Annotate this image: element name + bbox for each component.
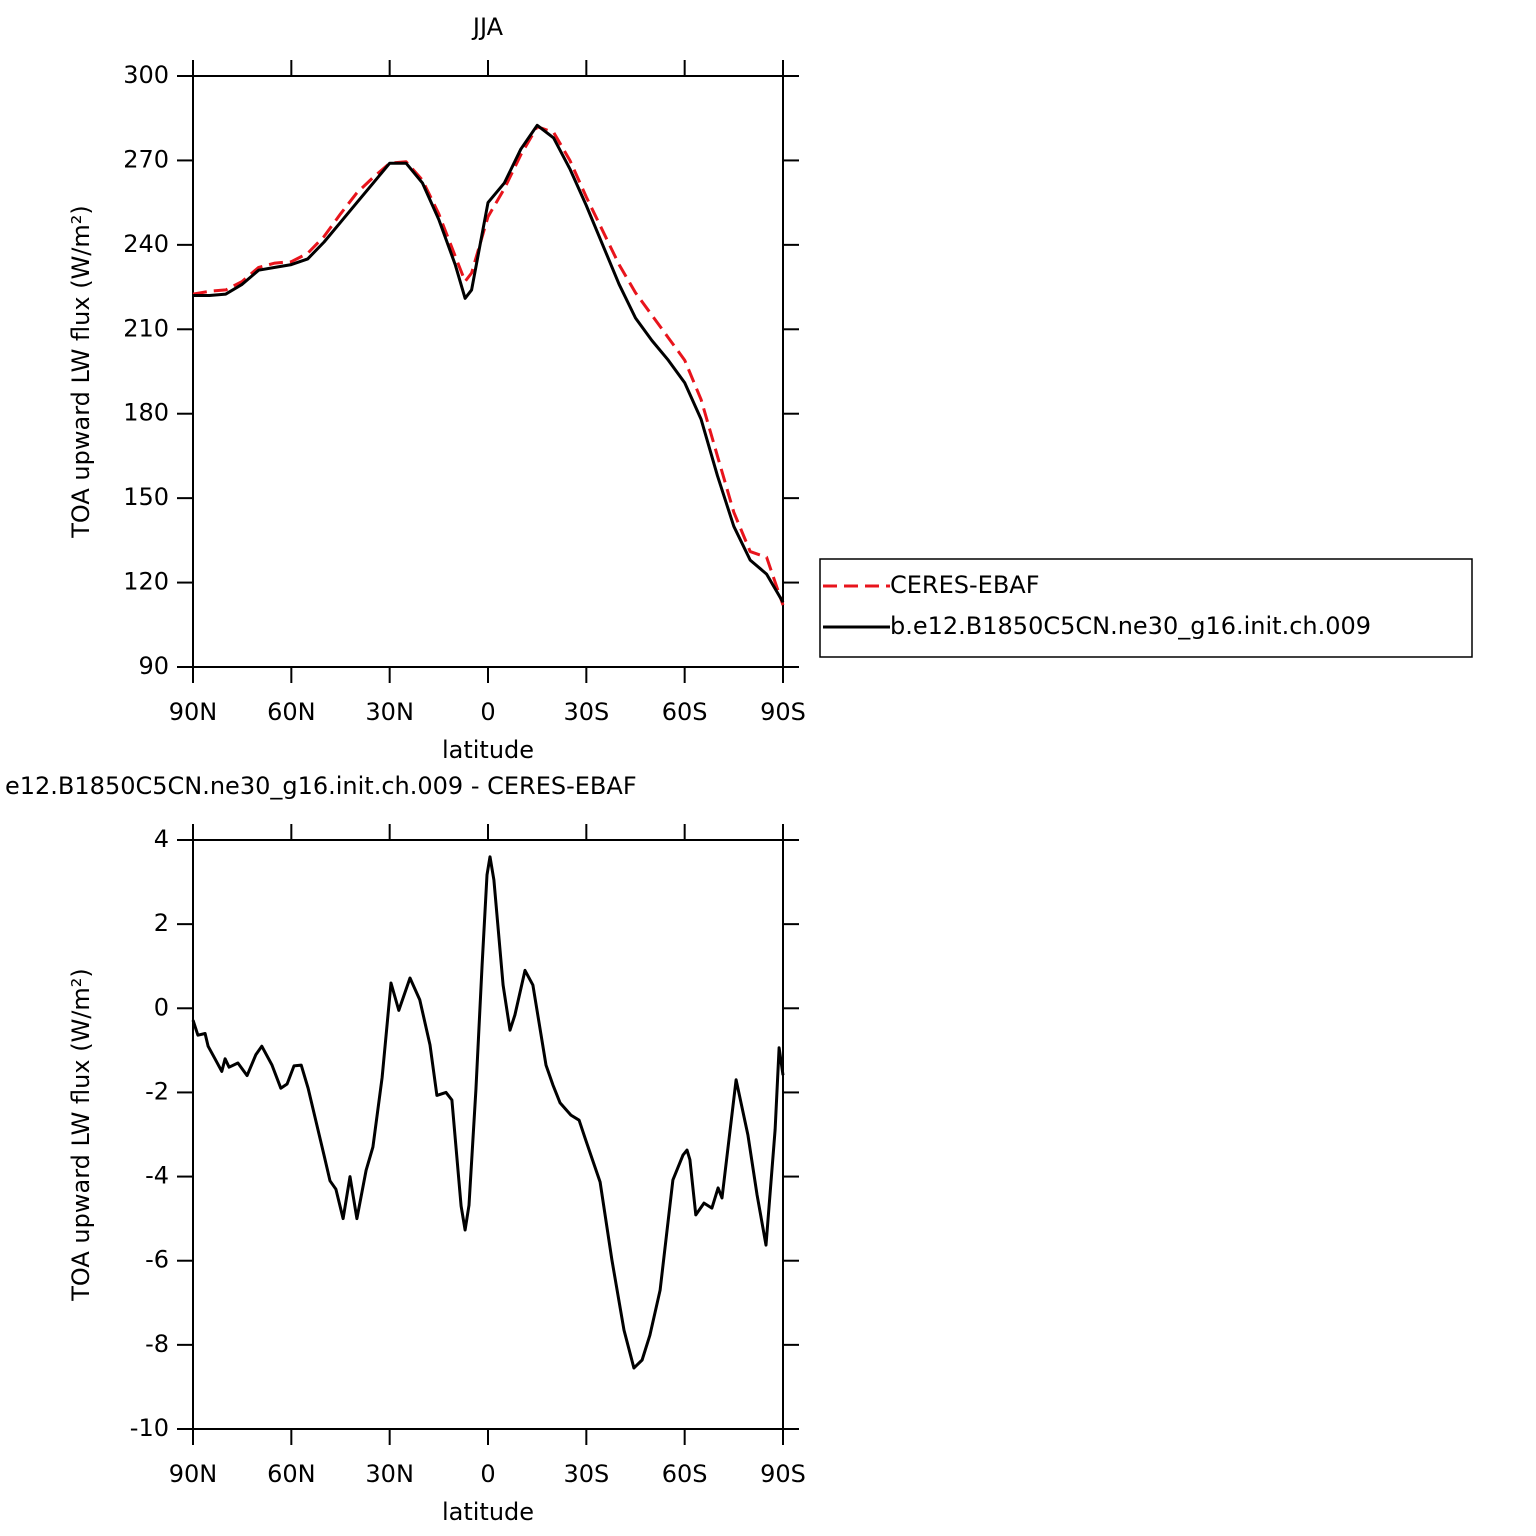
x-tick-label: 90S [760, 1460, 806, 1488]
y-axis-label: TOA upward LW flux (W/m²) [67, 205, 95, 539]
y-tick-label: 210 [123, 314, 169, 342]
x-tick-label: 90S [760, 698, 806, 726]
x-tick-label: 60N [267, 698, 316, 726]
y-tick-label: 180 [123, 399, 169, 427]
x-tick-label: 60S [662, 698, 708, 726]
plot-frame [192, 839, 784, 1430]
y-tick-label: 90 [138, 652, 169, 680]
x-axis-label: latitude [442, 736, 534, 764]
legend-label: CERES-EBAF [890, 571, 1040, 599]
y-tick-label: 270 [123, 145, 169, 173]
x-tick-label: 90N [169, 698, 218, 726]
legend-box [819, 558, 1473, 658]
data-line [192, 125, 785, 606]
y-tick-label: -4 [145, 1162, 169, 1190]
y-tick-label: 240 [123, 230, 169, 258]
x-tick-label: 60S [662, 1460, 708, 1488]
y-tick-label: 4 [154, 825, 169, 853]
y-tick-label: -10 [130, 1414, 169, 1442]
x-tick-label: 30S [563, 1460, 609, 1488]
data-line [191, 855, 785, 1370]
legend-label: b.e12.B1850C5CN.ne30_g16.init.ch.009 [890, 612, 1371, 640]
y-tick-label: -2 [145, 1077, 169, 1105]
x-tick-label: 90N [169, 1460, 218, 1488]
chart-title: e12.B1850C5CN.ne30_g16.init.ch.009 - CER… [5, 772, 637, 800]
y-tick-label: 300 [123, 61, 169, 89]
y-tick-label: 150 [123, 483, 169, 511]
plot-frame [192, 75, 784, 668]
data-line [193, 123, 785, 604]
x-tick-label: 0 [480, 698, 495, 726]
y-tick-label: -6 [145, 1246, 169, 1274]
y-tick-label: 0 [154, 993, 169, 1021]
y-tick-label: 2 [154, 909, 169, 937]
x-axis-label: latitude [442, 1498, 534, 1526]
x-tick-label: 30N [365, 698, 414, 726]
x-tick-label: 60N [267, 1460, 316, 1488]
x-tick-label: 30S [563, 698, 609, 726]
y-axis-label: TOA upward LW flux (W/m²) [67, 968, 95, 1302]
x-tick-label: 0 [480, 1460, 495, 1488]
y-tick-label: 120 [123, 568, 169, 596]
x-tick-label: 30N [365, 1460, 414, 1488]
chart-title: JJA [471, 13, 504, 41]
y-tick-label: -8 [145, 1330, 169, 1358]
